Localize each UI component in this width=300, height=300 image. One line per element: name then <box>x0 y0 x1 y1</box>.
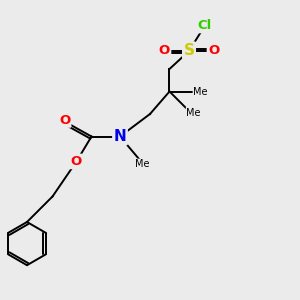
Text: O: O <box>208 44 219 57</box>
Text: N: N <box>114 129 126 144</box>
Text: Me: Me <box>193 86 208 97</box>
Text: O: O <box>159 44 170 57</box>
Text: O: O <box>70 155 81 168</box>
Text: Me: Me <box>135 159 150 169</box>
Text: Me: Me <box>186 107 201 118</box>
Text: O: O <box>59 113 70 127</box>
Text: S: S <box>184 43 194 58</box>
Text: Cl: Cl <box>197 19 211 32</box>
